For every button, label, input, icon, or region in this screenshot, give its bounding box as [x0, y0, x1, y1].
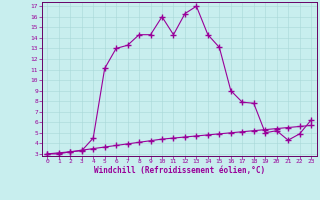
X-axis label: Windchill (Refroidissement éolien,°C): Windchill (Refroidissement éolien,°C) [94, 166, 265, 175]
